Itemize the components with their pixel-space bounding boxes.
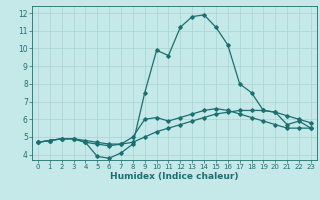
X-axis label: Humidex (Indice chaleur): Humidex (Indice chaleur) [110,172,239,181]
